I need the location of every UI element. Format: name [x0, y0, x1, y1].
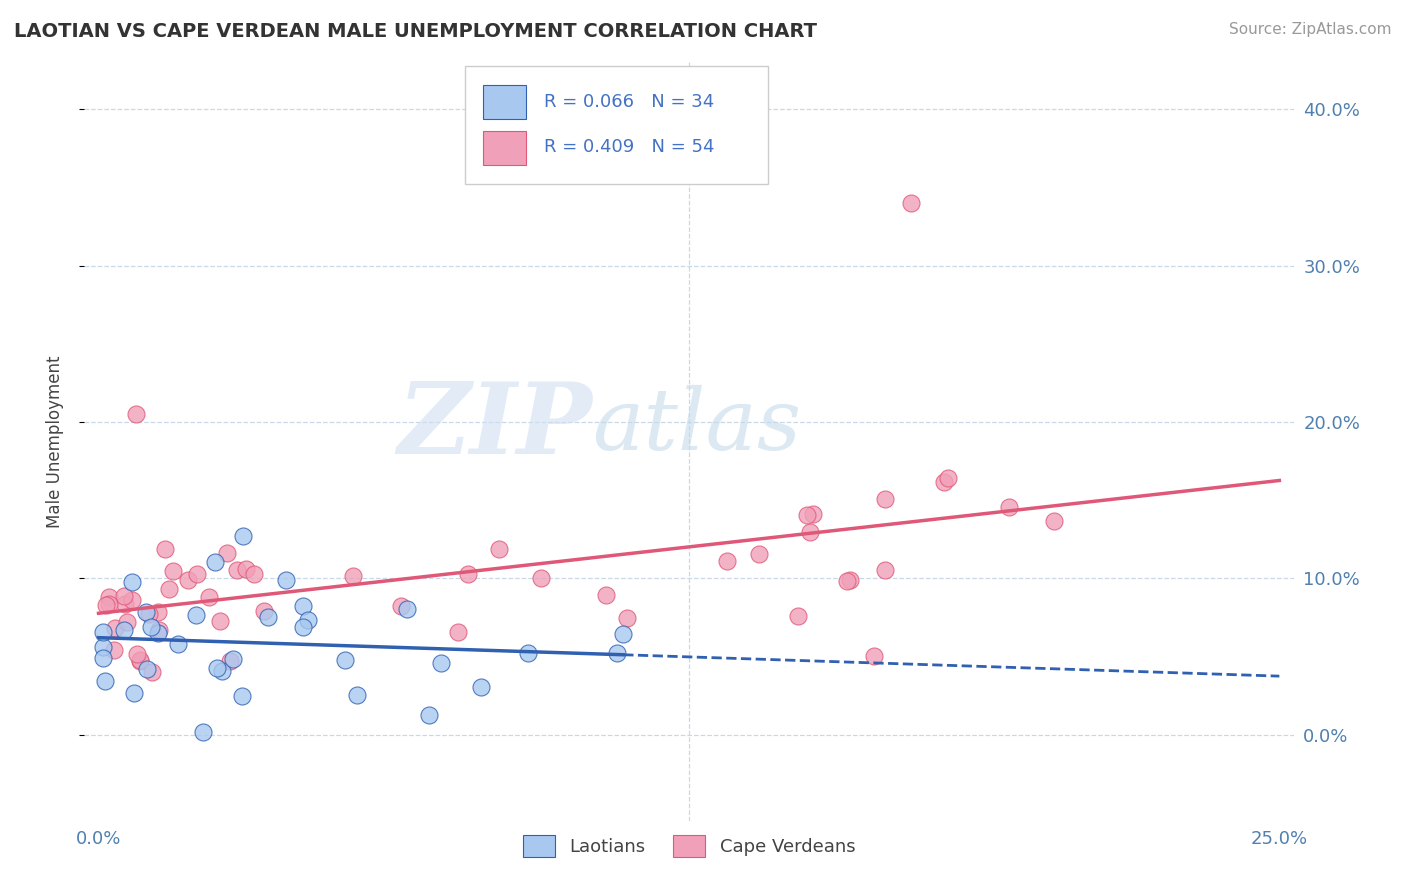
Point — [155, 541, 177, 556]
Point — [796, 508, 818, 523]
Point — [875, 563, 897, 577]
Point — [429, 657, 451, 671]
Point — [91, 624, 114, 639]
Point — [103, 643, 125, 657]
FancyBboxPatch shape — [465, 66, 768, 184]
Point — [838, 573, 860, 587]
Point — [104, 622, 127, 636]
Text: atlas: atlas — [592, 385, 801, 467]
Point — [162, 564, 184, 578]
Point — [1043, 514, 1066, 528]
Point — [198, 591, 221, 605]
Point — [274, 573, 297, 587]
Point — [418, 708, 440, 723]
Text: ZIP: ZIP — [398, 378, 592, 475]
Point — [616, 611, 638, 625]
Point — [900, 196, 922, 211]
Point — [219, 655, 242, 669]
Point — [94, 599, 117, 613]
Point — [122, 685, 145, 699]
Point — [204, 556, 226, 570]
Point — [488, 542, 510, 557]
Point — [191, 725, 214, 739]
Point — [256, 609, 278, 624]
Point — [934, 475, 956, 489]
Text: LAOTIAN VS CAPE VERDEAN MALE UNEMPLOYMENT CORRELATION CHART: LAOTIAN VS CAPE VERDEAN MALE UNEMPLOYMEN… — [14, 22, 817, 41]
Point — [125, 407, 148, 421]
Point — [207, 661, 229, 675]
Point — [835, 574, 858, 588]
Point — [129, 654, 152, 668]
Text: R = 0.066   N = 34: R = 0.066 N = 34 — [544, 93, 714, 111]
Point — [936, 471, 959, 485]
Point — [222, 651, 245, 665]
Point — [141, 620, 163, 634]
Point — [606, 646, 628, 660]
Text: R = 0.409   N = 54: R = 0.409 N = 54 — [544, 138, 714, 156]
Point — [177, 573, 200, 587]
Point — [129, 653, 152, 667]
Point — [997, 500, 1019, 514]
Point — [291, 599, 314, 614]
Point — [209, 614, 232, 628]
Point — [148, 624, 170, 638]
Point — [115, 615, 138, 629]
Point — [346, 688, 368, 702]
Point — [184, 607, 207, 622]
Point — [97, 591, 120, 605]
Point — [253, 603, 276, 617]
Point — [141, 665, 163, 680]
Point — [226, 563, 249, 577]
Legend: Laotians, Cape Verdeans: Laotians, Cape Verdeans — [516, 828, 862, 864]
Point — [91, 640, 114, 654]
Point — [112, 623, 135, 637]
Point — [217, 546, 239, 560]
Point — [457, 567, 479, 582]
Point — [801, 507, 824, 521]
Point — [186, 567, 208, 582]
Point — [799, 525, 821, 540]
Point — [470, 680, 492, 694]
Point — [91, 651, 114, 665]
Point — [530, 571, 553, 585]
Point — [125, 647, 148, 661]
Point — [112, 589, 135, 603]
Point — [94, 673, 117, 688]
Point — [138, 607, 160, 622]
Text: Source: ZipAtlas.com: Source: ZipAtlas.com — [1229, 22, 1392, 37]
Point — [517, 646, 540, 660]
Point — [787, 609, 810, 624]
Point — [716, 554, 738, 568]
Point — [135, 606, 157, 620]
Point — [235, 562, 257, 576]
FancyBboxPatch shape — [484, 85, 526, 120]
Point — [862, 648, 884, 663]
Point — [231, 689, 253, 703]
Point — [292, 620, 315, 634]
Point — [447, 625, 470, 640]
Point — [135, 662, 157, 676]
Point — [166, 637, 188, 651]
Point — [114, 597, 136, 611]
Point — [157, 582, 180, 596]
Point — [612, 627, 634, 641]
Point — [146, 626, 169, 640]
Point — [121, 575, 143, 590]
Point — [98, 597, 121, 611]
Point — [389, 599, 412, 613]
Point — [333, 653, 356, 667]
Point — [595, 588, 617, 602]
FancyBboxPatch shape — [484, 130, 526, 165]
Point — [232, 529, 254, 543]
Point — [395, 602, 418, 616]
Point — [211, 664, 233, 678]
Point — [342, 569, 364, 583]
Point — [875, 491, 897, 506]
Point — [297, 613, 319, 627]
Point — [748, 547, 770, 561]
Y-axis label: Male Unemployment: Male Unemployment — [45, 355, 63, 528]
Point — [243, 567, 266, 582]
Point — [146, 605, 169, 619]
Point — [121, 592, 143, 607]
